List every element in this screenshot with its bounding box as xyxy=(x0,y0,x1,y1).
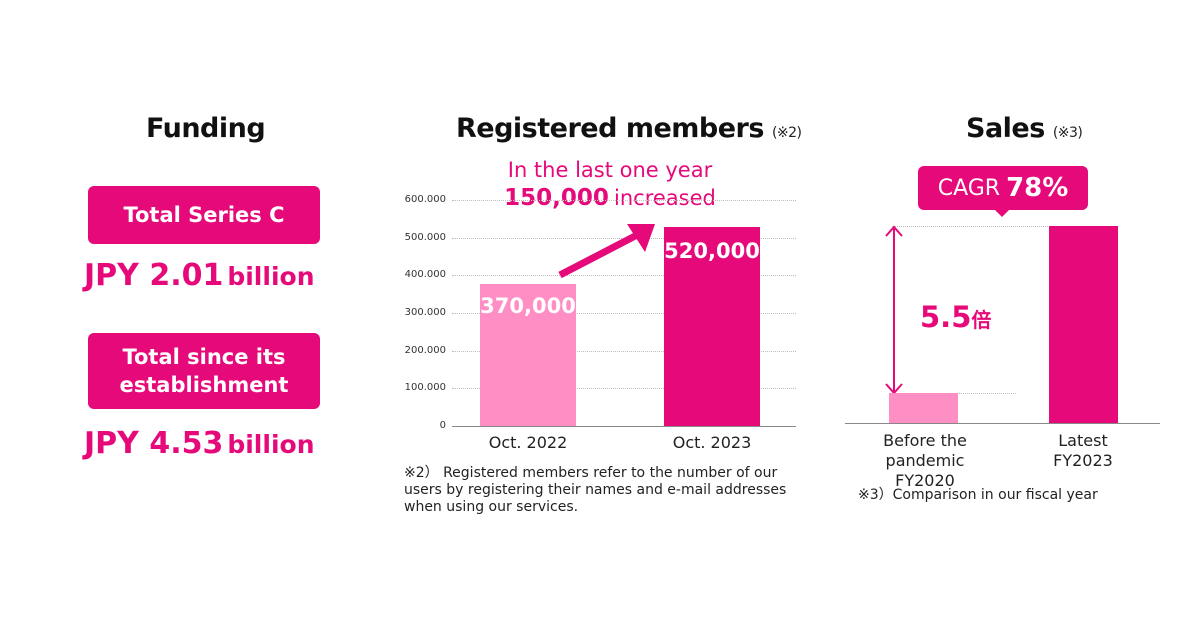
members-note-mark: (※2) xyxy=(771,125,802,141)
reference-line-top xyxy=(892,226,1048,227)
ytick: 600.000 xyxy=(404,194,446,205)
sales-title: Sales (※3) xyxy=(966,113,1083,144)
cagr-label: CAGR xyxy=(937,175,1001,201)
funding-series-c-badge: Total Series C xyxy=(88,186,320,244)
amount-unit: billion xyxy=(227,430,315,459)
annotation-line2: 150,000 increased xyxy=(480,184,740,214)
multiple-unit: 倍 xyxy=(971,308,992,332)
x-label-text: Before the pandemic FY2020 xyxy=(883,431,967,490)
bar-value-label: 520,000 xyxy=(664,239,760,263)
ytick: 100.000 xyxy=(404,382,446,393)
ytick: 0 xyxy=(439,420,446,431)
gridline xyxy=(452,388,796,389)
gridline xyxy=(452,275,796,276)
funding-total-label-line2: establishment xyxy=(119,373,289,397)
bar-oct-2022: 370,000 xyxy=(480,284,576,426)
funding-series-c-amount: JPY 2.01 billion xyxy=(84,258,315,293)
annotation-number: 150,000 xyxy=(504,185,609,211)
funding-total-badge: Total since its establishment xyxy=(88,333,320,409)
x-label-oct-2022: Oct. 2022 xyxy=(488,433,568,452)
sales-multiple: 5.5倍 xyxy=(920,300,991,334)
annotation-suffix: increased xyxy=(614,186,716,210)
cagr-callout-pointer xyxy=(994,209,1010,217)
x-label-oct-2023: Oct. 2023 xyxy=(672,433,752,452)
gridline xyxy=(452,351,796,352)
funding-title: Funding xyxy=(146,113,266,144)
bar-fy2020 xyxy=(889,393,958,423)
funding-total-label-line1: Total since its xyxy=(122,345,286,369)
x-label-fy2023: Latest FY2023 xyxy=(1038,431,1128,471)
multiple-value: 5.5 xyxy=(920,300,972,334)
amount-value: JPY 2.01 xyxy=(84,258,224,293)
increase-arrow-icon xyxy=(558,224,655,279)
amount-unit: billion xyxy=(227,262,315,291)
gridline xyxy=(452,313,796,314)
sales-title-text: Sales xyxy=(966,113,1045,144)
ytick: 300.000 xyxy=(404,307,446,318)
members-title-text: Registered members xyxy=(456,113,764,144)
x-label-fy2020: Before the pandemic FY2020 xyxy=(845,431,1005,491)
bar-value-label: 370,000 xyxy=(480,294,576,318)
bar-fy2023 xyxy=(1049,226,1118,423)
ytick: 500.000 xyxy=(404,232,446,243)
funding-series-c-label: Total Series C xyxy=(123,203,285,227)
bar-oct-2023: 520,000 xyxy=(664,227,760,426)
x-label-text: Latest FY2023 xyxy=(1053,431,1113,470)
sales-note-mark: (※3) xyxy=(1052,125,1083,141)
cagr-callout: CAGR 78% xyxy=(918,166,1088,210)
members-title: Registered members (※2) xyxy=(456,113,802,144)
x-axis xyxy=(452,426,796,427)
members-footnote: ※2） Registered members refer to the numb… xyxy=(404,465,787,515)
ytick: 400.000 xyxy=(404,269,446,280)
amount-value: JPY 4.53 xyxy=(84,426,224,461)
cagr-value: 78% xyxy=(1006,173,1069,203)
members-annotation: In the last one year 150,000 increased xyxy=(480,156,740,214)
sales-footnote: ※3）Comparison in our fiscal year xyxy=(858,487,1098,503)
sales-x-axis xyxy=(845,423,1160,424)
annotation-line1: In the last one year xyxy=(507,158,713,182)
gridline xyxy=(452,200,796,201)
double-arrow-icon xyxy=(885,225,903,395)
funding-total-amount: JPY 4.53 billion xyxy=(84,426,315,461)
ytick: 200.000 xyxy=(404,345,446,356)
